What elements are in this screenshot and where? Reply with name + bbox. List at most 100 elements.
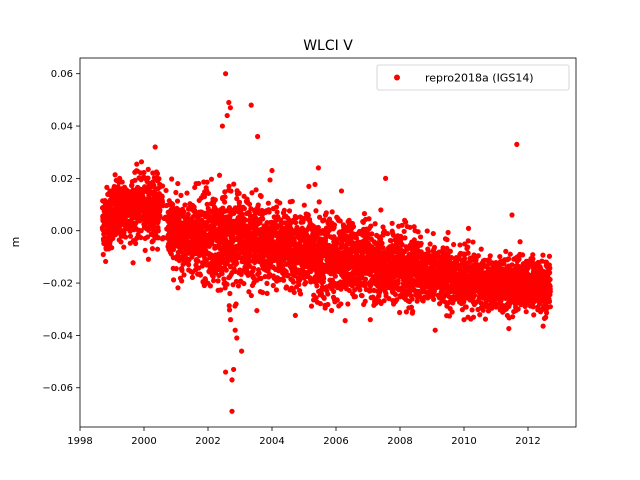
- data-point: [301, 202, 307, 208]
- data-point: [297, 291, 304, 297]
- data-point: [237, 267, 243, 273]
- data-point: [264, 280, 270, 286]
- data-point: [418, 240, 424, 247]
- data-point: [345, 301, 351, 307]
- data-point: [293, 219, 299, 226]
- data-point: [331, 222, 338, 228]
- data-point: [475, 253, 481, 259]
- data-point: [155, 228, 161, 234]
- data-point: [241, 280, 247, 287]
- data-point: [218, 287, 224, 293]
- data-point: [138, 234, 144, 241]
- data-point: [191, 207, 198, 214]
- data-point: [367, 317, 373, 323]
- data-point: [346, 287, 352, 294]
- data-point: [236, 190, 242, 196]
- data-point: [296, 281, 302, 288]
- data-point: [495, 301, 501, 307]
- data-point: [179, 267, 185, 273]
- data-point: [238, 271, 244, 277]
- data-point: [281, 277, 287, 283]
- data-point: [470, 314, 477, 320]
- data-point: [224, 281, 230, 287]
- data-point: [323, 210, 329, 216]
- data-point: [509, 262, 515, 268]
- data-point: [389, 220, 395, 226]
- data-point: [222, 199, 228, 205]
- data-point: [234, 260, 240, 266]
- data-point: [399, 242, 405, 248]
- data-point: [260, 216, 266, 222]
- data-point: [368, 223, 374, 229]
- data-point: [540, 252, 546, 258]
- data-point: [440, 245, 446, 251]
- data-point: [462, 256, 468, 262]
- data-point: [372, 221, 378, 227]
- data-point: [256, 270, 262, 276]
- data-point: [212, 197, 218, 203]
- data-point: [397, 309, 403, 316]
- data-point: [197, 272, 204, 278]
- data-point: [117, 175, 123, 181]
- data-point: [208, 176, 215, 182]
- data-point: [182, 202, 188, 208]
- data-point: [230, 282, 236, 288]
- data-point: [227, 317, 234, 323]
- data-point: [255, 202, 261, 208]
- data-point: [380, 224, 386, 230]
- data-point: [138, 228, 144, 234]
- data-point: [121, 244, 127, 250]
- data-point: [331, 288, 337, 295]
- data-point: [312, 181, 318, 188]
- data-point: [142, 247, 148, 253]
- data-point: [266, 209, 272, 215]
- data-point: [378, 207, 384, 213]
- data-point: [352, 293, 359, 300]
- data-point: [291, 289, 297, 296]
- data-point: [457, 242, 463, 248]
- data-point: [189, 274, 196, 280]
- data-point: [161, 235, 167, 241]
- data-point: [394, 240, 400, 246]
- data-point: [357, 287, 363, 293]
- data-point: [260, 253, 266, 260]
- data-point: [325, 291, 331, 297]
- data-point: [313, 208, 319, 214]
- data-point: [465, 238, 471, 244]
- data-point: [517, 239, 523, 245]
- data-point: [384, 231, 391, 237]
- data-point: [449, 309, 455, 315]
- data-point: [123, 234, 129, 240]
- data-point: [181, 209, 187, 215]
- data-point: [501, 261, 507, 267]
- data-point: [154, 246, 161, 252]
- data-point: [231, 181, 237, 187]
- data-point: [470, 239, 476, 245]
- data-point: [431, 244, 438, 251]
- data-point: [222, 194, 228, 200]
- data-point: [155, 235, 162, 241]
- data-point: [145, 256, 152, 262]
- data-point: [278, 220, 284, 226]
- data-point: [410, 308, 416, 314]
- data-point: [362, 276, 369, 282]
- data-point: [361, 211, 368, 217]
- data-point: [204, 201, 210, 207]
- data-point: [317, 301, 323, 307]
- data-point: [338, 188, 345, 194]
- y-axis-label: m: [9, 237, 22, 248]
- data-point: [104, 184, 110, 190]
- data-point: [258, 193, 264, 199]
- data-point: [234, 196, 240, 202]
- data-point: [236, 199, 243, 205]
- data-point: [427, 241, 433, 247]
- data-point: [151, 219, 157, 225]
- data-point: [270, 282, 276, 289]
- data-point: [388, 238, 394, 244]
- data-point: [543, 314, 549, 320]
- data-point: [233, 301, 239, 307]
- data-point: [394, 297, 400, 303]
- data-point: [487, 253, 493, 259]
- data-point: [281, 207, 287, 213]
